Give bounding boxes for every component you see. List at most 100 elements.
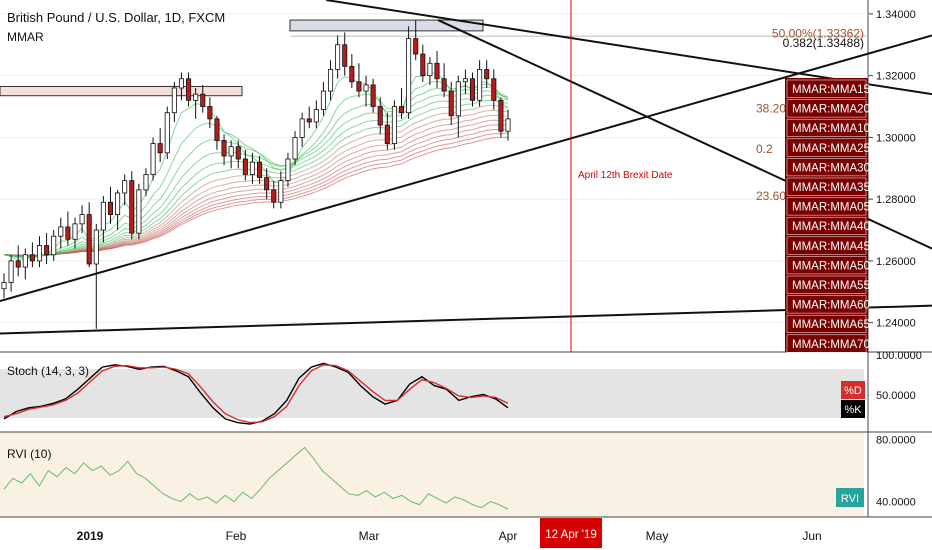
price-tick-label: 1.30000 xyxy=(876,132,916,144)
candles xyxy=(1,20,511,329)
candle-body xyxy=(427,62,433,77)
candle-body xyxy=(370,84,376,107)
candle-body xyxy=(51,235,57,256)
candle-body xyxy=(264,177,270,191)
candle-body xyxy=(306,118,312,123)
time-axis[interactable]: 2019 Feb Mar Apr May Jun 12 Apr '19 xyxy=(77,518,822,548)
price-tick-label: 1.24000 xyxy=(876,318,916,330)
candle-body xyxy=(79,214,85,225)
candle-body xyxy=(22,254,28,268)
candle-body xyxy=(469,78,476,101)
stoch-axis-label: 50.0000 xyxy=(876,390,916,402)
mma-label: MMAR:MMA65 xyxy=(792,319,870,331)
price-tick-label: 1.32000 xyxy=(876,71,916,83)
candle-body xyxy=(413,38,419,55)
fib-label: 38.20 xyxy=(756,102,786,116)
candle-body xyxy=(93,229,99,265)
fib-label: 0.382(1.33488) xyxy=(783,36,864,50)
mma-label: MMAR:MMA20 xyxy=(792,104,870,116)
mma-label: MMAR:MMA40 xyxy=(792,221,870,233)
stoch-k-badge-text: %K xyxy=(844,404,862,416)
candle-body xyxy=(178,78,184,89)
rvi-axis-label: 40.0000 xyxy=(876,497,916,509)
price-pane xyxy=(0,0,868,352)
candle-body xyxy=(207,106,213,120)
price-axis[interactable]: 1.34000 1.32000 1.30000 1.28000 1.26000 1.240… xyxy=(868,9,916,330)
price-tick-label: 1.26000 xyxy=(876,256,916,268)
fib-labels: 50.00%(1.33362)0.382(1.33488) 38.20 0.2 23.… xyxy=(756,27,864,203)
candle-body xyxy=(221,140,227,157)
symbol-title[interactable]: British Pound / U.S. Dollar, 1D, FXCM xyxy=(7,10,225,25)
mma-label-box xyxy=(786,295,867,314)
candle-body xyxy=(342,44,348,67)
mma-label: MMAR:MMA50 xyxy=(792,260,870,272)
mma-label: MMAR:MMA45 xyxy=(792,241,870,253)
candle-body xyxy=(235,146,241,160)
brexit-date-badge-text: 12 Apr '19 xyxy=(545,529,596,541)
supply-zone xyxy=(0,85,243,97)
candle-body xyxy=(313,109,319,123)
candle-body xyxy=(100,201,106,231)
candle-body xyxy=(44,245,50,256)
candle-body xyxy=(186,78,192,101)
stoch-pane: 100.0000 50.0000 %D %K xyxy=(3,350,922,425)
mma-label-box xyxy=(786,314,867,333)
mma-label-box xyxy=(786,275,867,294)
candle-body xyxy=(58,226,64,237)
rvi-lines: 80.0000 40.0000 RVI xyxy=(3,435,916,510)
price-tick-label: 1.34000 xyxy=(876,9,916,21)
candle-body xyxy=(129,180,135,234)
candle-body xyxy=(157,143,163,154)
mma-label: MMAR:MMA55 xyxy=(792,280,870,292)
candle-body xyxy=(228,146,234,157)
rvi-series-line xyxy=(3,446,509,510)
candle-body xyxy=(271,189,277,203)
mma-label-box xyxy=(786,197,867,216)
candle-body xyxy=(328,69,334,92)
time-label: Apr xyxy=(499,529,518,543)
candle-body xyxy=(1,282,7,290)
supply-zones xyxy=(0,19,868,97)
candle-body xyxy=(143,174,149,191)
candle-body xyxy=(72,223,78,240)
mma-label-box xyxy=(786,99,867,118)
mma-label: MMAR:MMA35 xyxy=(792,182,870,194)
candle-body xyxy=(86,214,92,265)
mma-label-box xyxy=(786,177,867,196)
candle-body xyxy=(491,78,497,101)
candle-body xyxy=(484,69,490,80)
candle-body xyxy=(193,93,199,101)
candle-body xyxy=(391,106,397,144)
fib-label: 50.00%(1.33362) xyxy=(772,27,864,41)
rvi-pane xyxy=(0,432,864,517)
candle-body xyxy=(200,93,206,107)
stoch-title[interactable]: Stoch (14, 3, 3) xyxy=(7,364,89,378)
brexit-annotation: April 12th Brexit Date xyxy=(578,170,673,181)
candle-body xyxy=(171,87,177,114)
stoch-series-line xyxy=(3,364,509,424)
trendline xyxy=(0,34,932,303)
rvi-axis-label: 80.0000 xyxy=(876,435,916,447)
fib-label: 23.60 xyxy=(756,189,786,203)
candle-body xyxy=(257,161,263,178)
candle-body xyxy=(214,118,220,141)
mma-label: MMAR:MMA05 xyxy=(792,202,870,214)
candle-body xyxy=(498,99,504,132)
candle-body xyxy=(420,53,426,77)
rvi-title[interactable]: RVI (10) xyxy=(7,447,51,461)
candle-body xyxy=(349,65,355,83)
candle-body xyxy=(477,69,483,101)
candle-body xyxy=(8,260,14,283)
trendline xyxy=(0,304,932,335)
indicator-label[interactable]: MMAR xyxy=(7,30,44,44)
candle-body xyxy=(448,90,454,117)
mma-label: MMAR:MMA60 xyxy=(792,300,870,312)
mma-label-box xyxy=(786,118,867,137)
candle-body xyxy=(356,81,362,92)
mma-label: MMAR:MMA25 xyxy=(792,143,870,155)
stoch-d-badge xyxy=(841,381,865,399)
candle-body xyxy=(136,189,142,234)
stoch-k-badge xyxy=(841,400,865,418)
candle-body xyxy=(278,180,284,203)
fib-label: 0.2 xyxy=(756,142,773,156)
